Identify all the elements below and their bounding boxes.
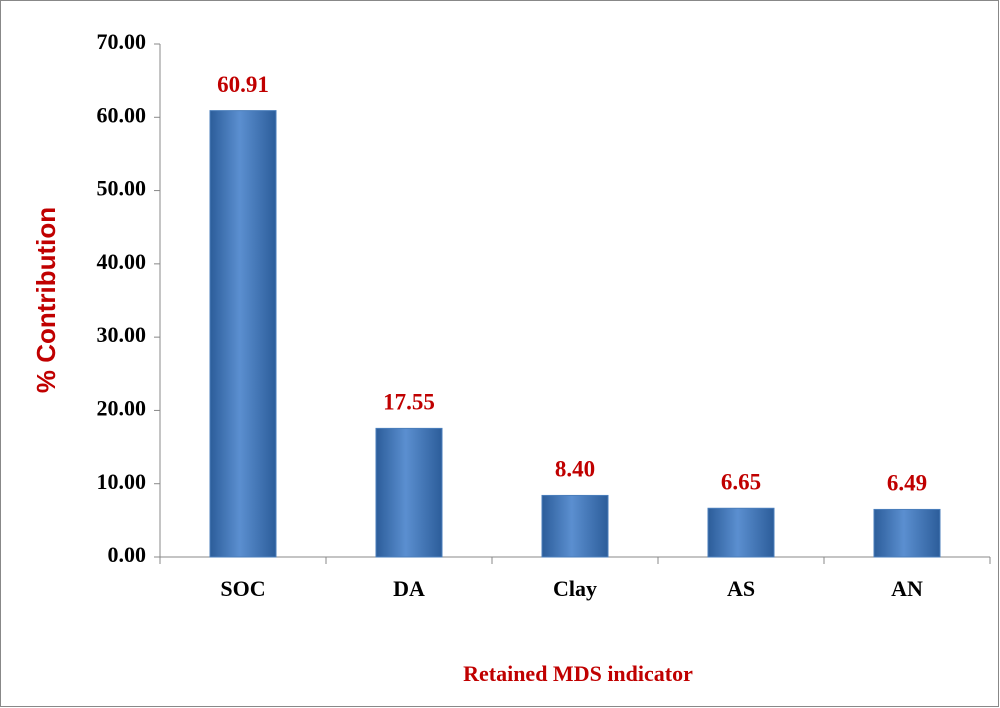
x-tick-label: Clay [553,576,597,601]
data-label: 8.40 [555,457,595,482]
y-tick-label: 0.00 [108,542,147,567]
data-label: 60.91 [217,72,269,97]
bar [375,427,443,558]
y-tick-label: 20.00 [97,395,147,420]
x-tick-label: SOC [220,576,265,601]
y-tick-label: 10.00 [97,469,147,494]
bar [209,110,277,558]
bar [707,507,775,558]
data-label: 17.55 [383,390,435,415]
y-tick-label: 50.00 [97,176,147,201]
y-axis-label: % Contribution [31,207,61,393]
x-tick-label: AN [891,576,923,601]
y-tick-label: 30.00 [97,322,147,347]
y-tick-label: 40.00 [97,249,147,274]
y-tick-label: 60.00 [97,102,147,127]
x-tick-label: DA [393,576,425,601]
x-axis-label: Retained MDS indicator [463,661,693,686]
bar [541,494,609,558]
data-label: 6.65 [721,470,761,495]
bar [873,508,941,558]
x-tick-label: AS [727,576,755,601]
y-tick-label: 70.00 [97,29,147,54]
data-label: 6.49 [887,471,927,496]
